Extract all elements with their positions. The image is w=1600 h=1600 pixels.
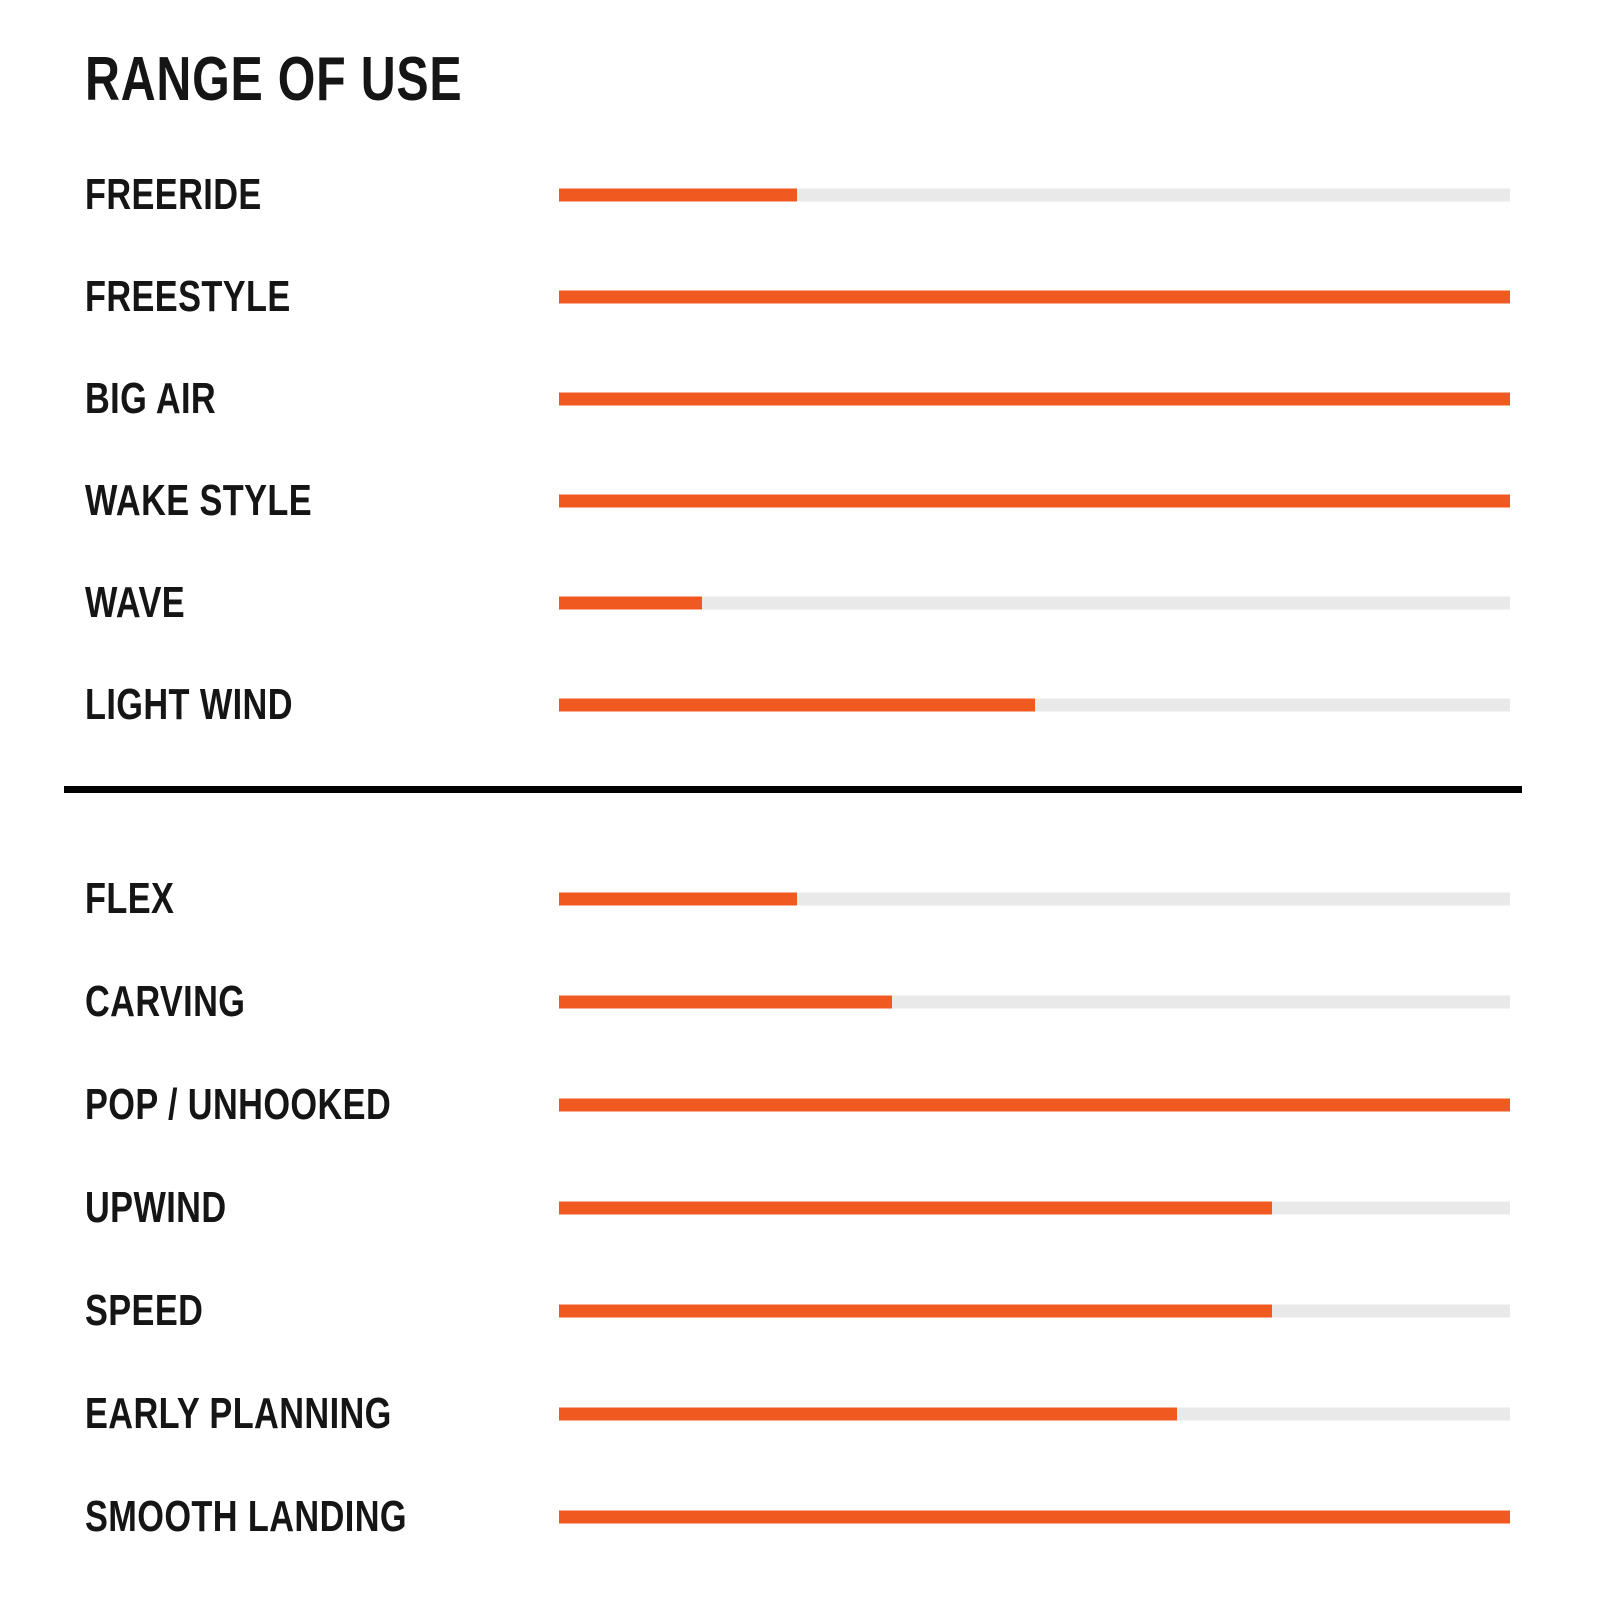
bar-fill (559, 1407, 1178, 1420)
bar-fill (559, 596, 702, 610)
bar-fill (559, 1201, 1273, 1214)
chart-row-freestyle: FREESTYLE (0, 246, 1600, 348)
row-label: EARLY PLANNING (85, 1388, 392, 1438)
chart-row-carving: CARVING (0, 950, 1600, 1053)
bar-track (559, 1304, 1510, 1317)
bar-track (559, 1510, 1510, 1523)
bar-fill (559, 995, 892, 1008)
chart-row-flex: FLEX (0, 847, 1600, 950)
bar-track (559, 188, 1510, 202)
chart-row-light-wind: LIGHT WIND (0, 654, 1600, 756)
row-label: FREERIDE (85, 170, 262, 219)
chart-row-freeride: FREERIDE (0, 144, 1600, 246)
bar-fill (559, 290, 1510, 304)
bar-track (559, 995, 1510, 1008)
row-label: SPEED (85, 1285, 204, 1335)
section-divider (64, 786, 1522, 793)
row-label: WAVE (85, 578, 186, 627)
bar-fill (559, 892, 797, 905)
bar-fill (559, 1098, 1510, 1111)
chart-title: RANGE OF USE (85, 45, 463, 114)
bar-track (559, 494, 1510, 508)
row-label: FREESTYLE (85, 272, 291, 321)
bar-track (559, 1407, 1510, 1420)
bar-track (559, 698, 1510, 712)
row-label: POP / UNHOOKED (85, 1079, 392, 1129)
chart-row-upwind: UPWIND (0, 1156, 1600, 1259)
row-label: BIG AIR (85, 374, 217, 423)
row-label: LIGHT WIND (85, 680, 293, 729)
bar-track (559, 1201, 1510, 1214)
chart-row-pop-unhooked: POP / UNHOOKED (0, 1053, 1600, 1156)
bar-track (559, 892, 1510, 905)
row-label: SMOOTH LANDING (85, 1491, 407, 1541)
bar-fill (559, 698, 1035, 712)
row-label: FLEX (85, 873, 175, 923)
bar-track (559, 1098, 1510, 1111)
chart-row-big-air: BIG AIR (0, 348, 1600, 450)
bar-track (559, 392, 1510, 406)
bar-track (559, 596, 1510, 610)
bar-track (559, 290, 1510, 304)
row-label: UPWIND (85, 1182, 227, 1232)
bar-fill (559, 494, 1510, 508)
chart-row-early-planning: EARLY PLANNING (0, 1362, 1600, 1465)
chart-row-speed: SPEED (0, 1259, 1600, 1362)
bar-fill (559, 1510, 1510, 1523)
row-label: CARVING (85, 976, 246, 1026)
section-disciplines: FREERIDE FREESTYLE BIG AIR WAKE STYLE WA (0, 144, 1600, 756)
section-characteristics: FLEX CARVING POP / UNHOOKED UPWIND SPEED (0, 847, 1600, 1568)
bar-fill (559, 392, 1510, 406)
chart-row-wake-style: WAKE STYLE (0, 450, 1600, 552)
chart-row-smooth-landing: SMOOTH LANDING (0, 1465, 1600, 1568)
chart-row-wave: WAVE (0, 552, 1600, 654)
row-label: WAKE STYLE (85, 476, 313, 525)
bar-fill (559, 1304, 1273, 1317)
bar-fill (559, 188, 797, 202)
